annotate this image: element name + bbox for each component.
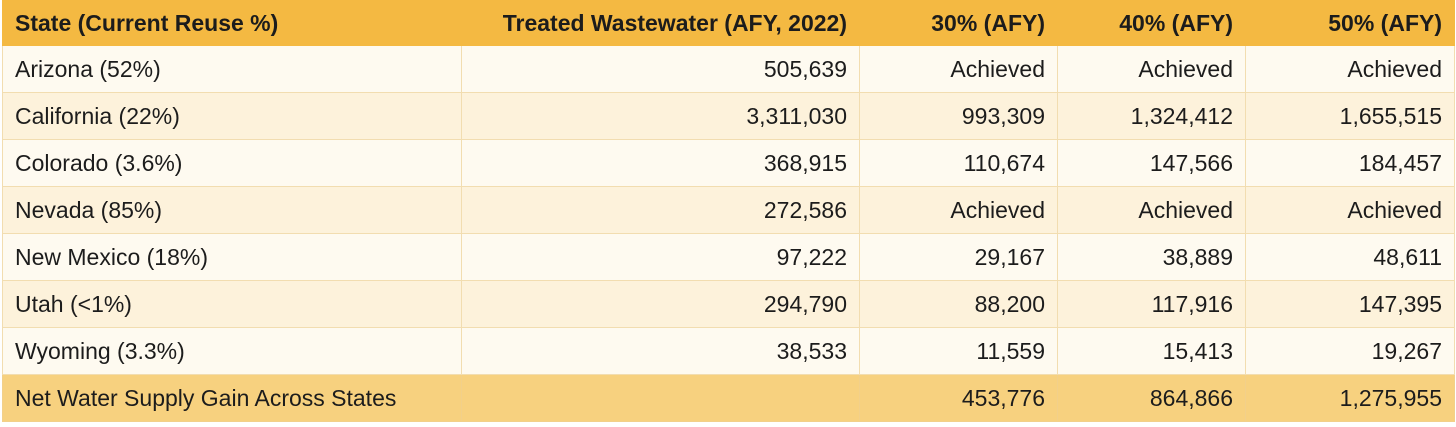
cell-treated-wastewater: 505,639 xyxy=(461,45,860,93)
cell-state: Wyoming (3.3%) xyxy=(2,327,462,375)
cell-50-percent: 1,655,515 xyxy=(1245,92,1455,140)
cell-50-percent: 184,457 xyxy=(1245,139,1455,187)
cell-30-percent: Achieved xyxy=(859,45,1058,93)
table-footer: Net Water Supply Gain Across States 453,… xyxy=(2,374,1455,422)
cell-40-percent: 1,324,412 xyxy=(1057,92,1246,140)
cell-50-percent: 19,267 xyxy=(1245,327,1455,375)
cell-state: California (22%) xyxy=(2,92,462,140)
cell-treated-wastewater: 368,915 xyxy=(461,139,860,187)
total-label: Net Water Supply Gain Across States xyxy=(2,374,462,422)
header-row: State (Current Reuse %) Treated Wastewat… xyxy=(2,0,1455,46)
cell-treated-wastewater: 97,222 xyxy=(461,233,860,281)
cell-30-percent: 11,559 xyxy=(859,327,1058,375)
cell-40-percent: Achieved xyxy=(1057,45,1246,93)
cell-50-percent: 48,611 xyxy=(1245,233,1455,281)
cell-treated-wastewater: 294,790 xyxy=(461,280,860,328)
cell-40-percent: 117,916 xyxy=(1057,280,1246,328)
cell-50-percent: Achieved xyxy=(1245,45,1455,93)
cell-50-percent: Achieved xyxy=(1245,186,1455,234)
header-40-percent: 40% (AFY) xyxy=(1057,0,1246,46)
total-50-percent: 1,275,955 xyxy=(1245,374,1455,422)
table-row: Arizona (52%) 505,639 Achieved Achieved … xyxy=(2,45,1455,93)
cell-40-percent: 38,889 xyxy=(1057,233,1246,281)
total-30-percent: 453,776 xyxy=(859,374,1058,422)
cell-treated-wastewater: 272,586 xyxy=(461,186,860,234)
cell-treated-wastewater: 38,533 xyxy=(461,327,860,375)
table-row: Nevada (85%) 272,586 Achieved Achieved A… xyxy=(2,186,1455,234)
total-row: Net Water Supply Gain Across States 453,… xyxy=(2,374,1455,422)
cell-state: New Mexico (18%) xyxy=(2,233,462,281)
cell-state: Arizona (52%) xyxy=(2,45,462,93)
cell-40-percent: 147,566 xyxy=(1057,139,1246,187)
table-row: Utah (<1%) 294,790 88,200 117,916 147,39… xyxy=(2,280,1455,328)
cell-30-percent: 88,200 xyxy=(859,280,1058,328)
cell-50-percent: 147,395 xyxy=(1245,280,1455,328)
table-header: State (Current Reuse %) Treated Wastewat… xyxy=(2,0,1455,46)
table-body: Arizona (52%) 505,639 Achieved Achieved … xyxy=(2,45,1455,375)
cell-40-percent: Achieved xyxy=(1057,186,1246,234)
table-row: New Mexico (18%) 97,222 29,167 38,889 48… xyxy=(2,233,1455,281)
table-row: Wyoming (3.3%) 38,533 11,559 15,413 19,2… xyxy=(2,327,1455,375)
cell-30-percent: 29,167 xyxy=(859,233,1058,281)
header-50-percent: 50% (AFY) xyxy=(1245,0,1455,46)
cell-40-percent: 15,413 xyxy=(1057,327,1246,375)
header-state: State (Current Reuse %) xyxy=(2,0,462,46)
header-treated-wastewater: Treated Wastewater (AFY, 2022) xyxy=(461,0,860,46)
cell-state: Utah (<1%) xyxy=(2,280,462,328)
cell-30-percent: 993,309 xyxy=(859,92,1058,140)
table-row: Colorado (3.6%) 368,915 110,674 147,566 … xyxy=(2,139,1455,187)
cell-30-percent: Achieved xyxy=(859,186,1058,234)
cell-state: Nevada (85%) xyxy=(2,186,462,234)
total-treated-wastewater xyxy=(461,374,860,422)
total-40-percent: 864,866 xyxy=(1057,374,1246,422)
cell-state: Colorado (3.6%) xyxy=(2,139,462,187)
cell-30-percent: 110,674 xyxy=(859,139,1058,187)
header-30-percent: 30% (AFY) xyxy=(859,0,1058,46)
table-row: California (22%) 3,311,030 993,309 1,324… xyxy=(2,92,1455,140)
cell-treated-wastewater: 3,311,030 xyxy=(461,92,860,140)
